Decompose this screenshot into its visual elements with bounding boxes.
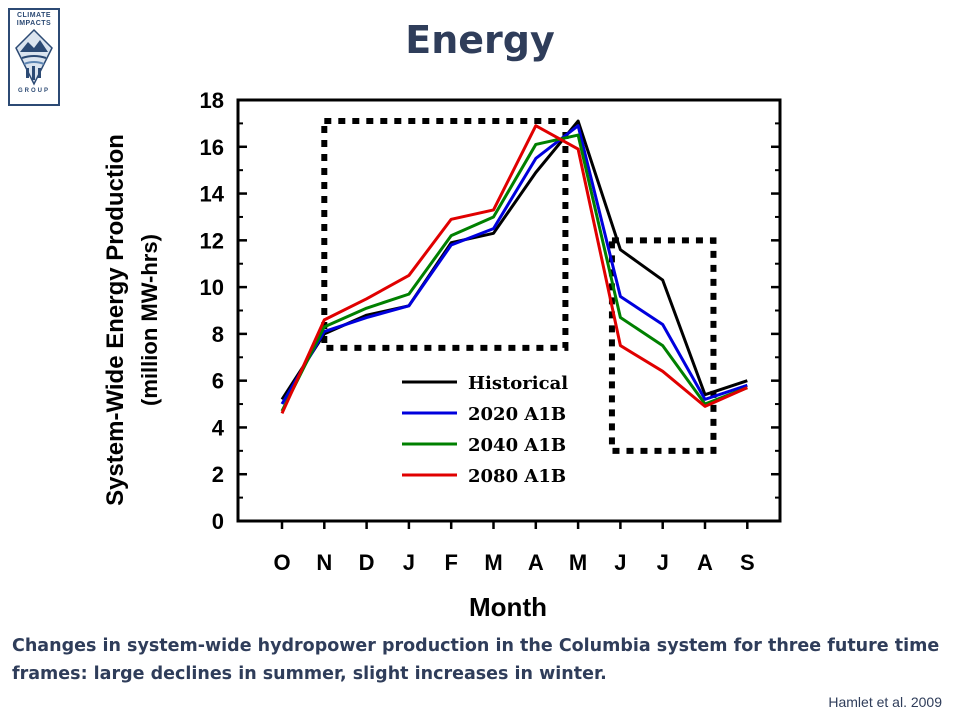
y-tick-label: 16 [200,135,224,160]
logo-bottom-text: GROUP [17,88,50,94]
series-line-2080-a1b [280,124,748,415]
y-tick-label: 4 [212,415,225,440]
x-tick-label: O [273,550,290,575]
x-tick-label: A [697,550,713,575]
legend-label-2020-a1b: 2020 A1B [468,404,566,425]
x-tick-label: M [484,550,502,575]
y-tick-label: 14 [200,182,225,207]
x-tick-label: J [657,550,669,575]
y-axis-label-line-2: (million MW-hrs) [137,234,162,406]
x-tick-label: M [569,550,587,575]
y-tick-label: 6 [212,369,224,394]
x-tick-label: J [614,550,626,575]
series-line-2040-a1b [280,133,748,412]
y-tick-label: 12 [200,228,224,253]
dotted-highlight-box-1 [321,118,569,351]
x-tick-label: D [359,550,375,575]
logo-top-text: CLIMATE IMPACTS [16,12,52,27]
slide-title: Energy [405,18,555,62]
y-tick-label: 18 [200,88,224,113]
x-tick-label: S [740,550,755,575]
citation: Hamlet et al. 2009 [828,694,942,710]
y-tick-label: 2 [212,462,224,487]
x-tick-label: N [316,550,332,575]
series-line-2020-a1b [280,124,748,405]
x-tick-label: F [444,550,457,575]
series-line-historical [280,119,748,401]
dotted-highlight-box-2 [608,237,717,454]
plot-frame [236,98,782,523]
y-tick-label: 10 [200,275,224,300]
x-tick-label: A [528,550,544,575]
logo-emblem-icon [15,28,53,86]
legend-label-historical: Historical [468,373,568,394]
climate-impacts-group-logo: CLIMATE IMPACTS GROUP [8,8,60,106]
slide-caption: Changes in system-wide hydropower produc… [12,636,940,684]
y-axis-label-line-1: System-Wide Energy Production [102,134,129,506]
x-tick-label: J [403,550,415,575]
x-axis-label: Month [469,592,547,622]
legend-label-2040-a1b: 2040 A1B [468,435,566,456]
y-tick-label: 8 [212,322,224,347]
y-tick-label: 0 [212,509,224,534]
legend-label-2080-a1b: 2080 A1B [468,466,566,487]
